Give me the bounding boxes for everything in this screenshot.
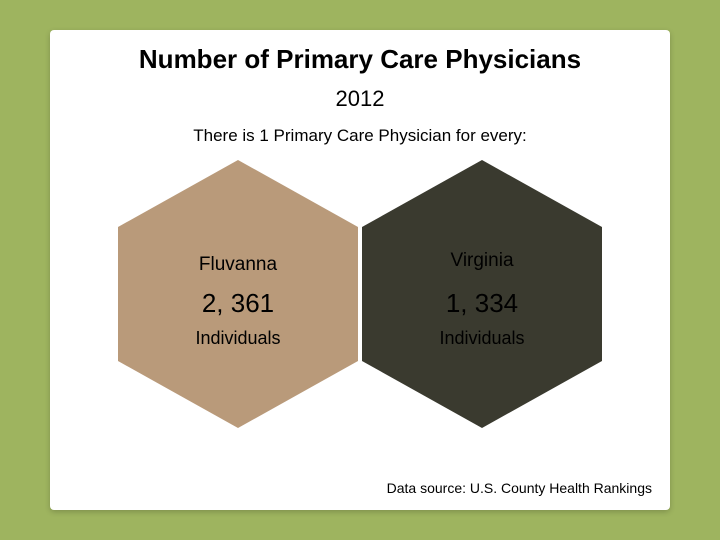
content-card: Number of Primary Care Physicians 2012 T… <box>50 30 670 510</box>
hexagon-fluvanna: Fluvanna 2, 361 Individuals <box>118 160 358 428</box>
hex-right-unit: Individuals <box>362 328 602 349</box>
hex-right-label: Virginia <box>362 250 602 272</box>
hex-right-value: 1, 334 <box>362 288 602 319</box>
hex-left-label: Fluvanna <box>118 254 358 276</box>
slide-subtitle: 2012 <box>50 86 670 112</box>
hexagon-virginia: Virginia 1, 334 Individuals <box>362 160 602 428</box>
hexagon-area: Fluvanna 2, 361 Individuals Virginia 1, … <box>50 154 670 454</box>
slide-title: Number of Primary Care Physicians <box>50 44 670 75</box>
data-source-text: Data source: U.S. County Health Rankings <box>387 480 652 496</box>
hex-left-value: 2, 361 <box>118 288 358 319</box>
slide-frame: Number of Primary Care Physicians 2012 T… <box>0 0 720 540</box>
hex-left-unit: Individuals <box>118 328 358 349</box>
slide-caption: There is 1 Primary Care Physician for ev… <box>50 126 670 146</box>
